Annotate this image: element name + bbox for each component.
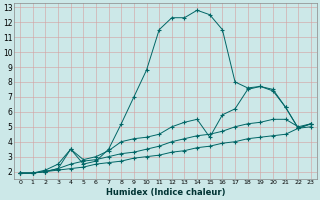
X-axis label: Humidex (Indice chaleur): Humidex (Indice chaleur): [106, 188, 225, 197]
